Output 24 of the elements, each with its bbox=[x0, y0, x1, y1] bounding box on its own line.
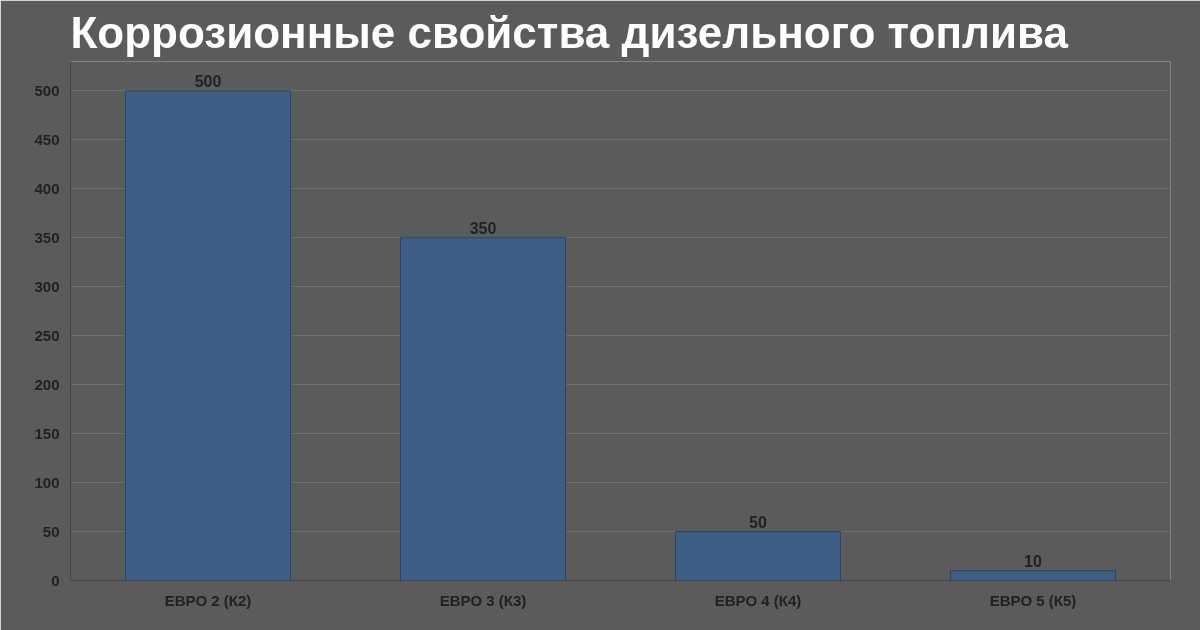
bar bbox=[950, 570, 1116, 581]
data-label: 350 bbox=[469, 219, 497, 237]
chart-title: Коррозионные свойства дизельного топлива bbox=[70, 7, 1069, 57]
data-label: 50 bbox=[749, 513, 767, 531]
x-tick-label: ЕВРО 3 (К3) bbox=[439, 591, 527, 609]
x-tick-label: ЕВРО 4 (К4) bbox=[714, 591, 802, 609]
y-tick-label: 0 bbox=[51, 571, 60, 589]
y-tick-label: 100 bbox=[34, 473, 60, 491]
bar bbox=[125, 90, 291, 581]
bar bbox=[400, 237, 566, 581]
x-tick-label: ЕВРО 5 (К5) bbox=[989, 591, 1077, 609]
x-tick-label: ЕВРО 2 (К2) bbox=[164, 591, 252, 609]
data-label: 10 bbox=[1024, 552, 1042, 570]
data-label: 500 bbox=[194, 72, 222, 90]
y-tick-label: 350 bbox=[34, 228, 60, 246]
bar bbox=[675, 531, 841, 581]
y-tick-label: 250 bbox=[34, 326, 60, 344]
y-tick-label: 200 bbox=[34, 375, 60, 393]
y-tick-label: 400 bbox=[34, 179, 60, 197]
y-tick-label: 150 bbox=[34, 424, 60, 442]
y-tick-label: 300 bbox=[34, 277, 60, 295]
y-tick-label: 450 bbox=[34, 130, 60, 148]
y-tick-label: 500 bbox=[34, 81, 60, 99]
y-tick-label: 50 bbox=[42, 522, 60, 540]
